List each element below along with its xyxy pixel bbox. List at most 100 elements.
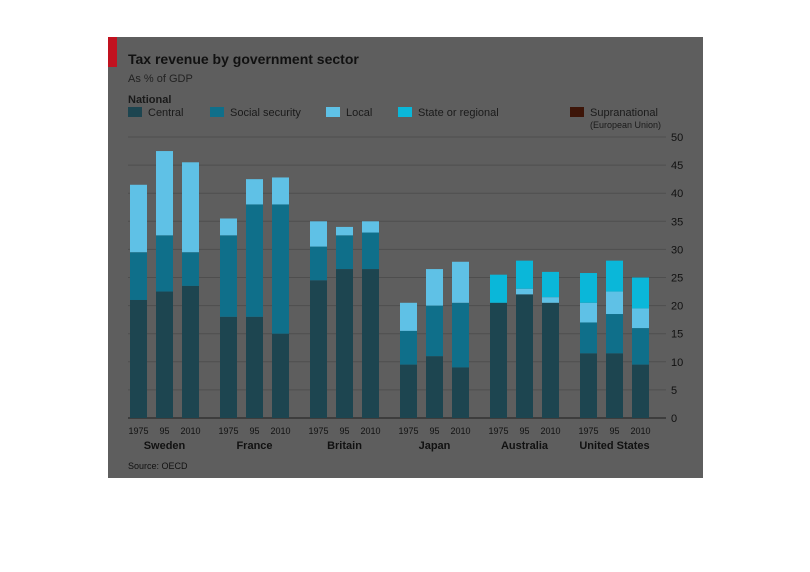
brand-accent-bar bbox=[108, 37, 117, 67]
bar-segment-social bbox=[362, 232, 379, 270]
y-tick-label: 0 bbox=[671, 413, 677, 425]
bar-segment-central bbox=[580, 353, 597, 418]
x-tick-label: 95 bbox=[249, 426, 259, 436]
x-tick-label: 2010 bbox=[540, 426, 560, 436]
bar-segment-central bbox=[400, 364, 417, 418]
y-tick-label: 45 bbox=[671, 160, 683, 172]
bar-segment-local bbox=[362, 221, 379, 233]
x-tick-label: 1975 bbox=[398, 426, 418, 436]
bars bbox=[130, 151, 649, 418]
bar-segment-central bbox=[362, 269, 379, 418]
bar-segment-social bbox=[130, 252, 147, 300]
country-label: Sweden bbox=[144, 440, 186, 452]
chart-subtitle: As % of GDP bbox=[128, 73, 193, 85]
legend-label-state: State or regional bbox=[418, 107, 499, 119]
x-tick-label: 95 bbox=[519, 426, 529, 436]
bar-segment-central bbox=[490, 302, 507, 418]
bar-segment-local bbox=[542, 297, 559, 303]
y-tick-label: 20 bbox=[671, 301, 683, 313]
bar-segment-social bbox=[220, 235, 237, 317]
bar-segment-social bbox=[632, 328, 649, 365]
bar-segment-local bbox=[156, 151, 173, 236]
gridlines bbox=[128, 136, 666, 419]
bar-segment-local bbox=[606, 291, 623, 315]
y-tick-label: 10 bbox=[671, 357, 683, 369]
bar-segment-local bbox=[272, 177, 289, 205]
legend-group-label: National bbox=[128, 94, 171, 106]
bar-segment-central bbox=[182, 285, 199, 418]
legend-note-supra: (European Union) bbox=[590, 120, 661, 130]
country-label: Japan bbox=[419, 440, 451, 452]
bar-segment-local bbox=[426, 269, 443, 306]
bar-segment-central bbox=[426, 356, 443, 418]
bar-segment-state bbox=[632, 277, 649, 309]
bar-segment-social bbox=[336, 235, 353, 270]
x-tick-label: 2010 bbox=[180, 426, 200, 436]
bar-segment-central bbox=[272, 333, 289, 418]
bar-segment-local bbox=[246, 179, 263, 205]
bar-segment-social bbox=[246, 204, 263, 317]
bar-segment-central bbox=[220, 316, 237, 418]
x-tick-label: 1975 bbox=[488, 426, 508, 436]
bar-segment-central bbox=[246, 316, 263, 418]
bar-segment-social bbox=[310, 246, 327, 281]
bar-segment-social bbox=[426, 305, 443, 357]
source-note: Source: OECD bbox=[128, 461, 188, 471]
x-tick-label: 1975 bbox=[128, 426, 148, 436]
country-label: France bbox=[236, 440, 272, 452]
x-axis: 1975 95 2010 Sweden 1975 95 2010 France 1975 95 20… bbox=[128, 426, 650, 452]
legend-swatch-central bbox=[128, 107, 142, 117]
bar-segment-local bbox=[130, 184, 147, 253]
legend: Central Social security Local State or regi… bbox=[128, 107, 661, 130]
x-tick-label: 1975 bbox=[308, 426, 328, 436]
y-tick-label: 25 bbox=[671, 273, 683, 285]
bar-segment-central bbox=[156, 291, 173, 418]
bar-segment-social bbox=[580, 322, 597, 354]
y-tick-label: 50 bbox=[671, 132, 683, 144]
legend-label-local: Local bbox=[346, 107, 372, 119]
bar-segment-local bbox=[182, 162, 199, 253]
legend-label-supra: Supranational bbox=[590, 107, 658, 119]
x-tick-label: 2010 bbox=[630, 426, 650, 436]
legend-swatch-social bbox=[210, 107, 224, 117]
bar-segment-central bbox=[130, 299, 147, 418]
bar-segment-social bbox=[400, 330, 417, 365]
bar-segment-social bbox=[182, 252, 199, 286]
y-axis: 0 5 10 15 20 25 30 35 40 45 50 bbox=[671, 132, 683, 425]
country-label: Britain bbox=[327, 440, 362, 452]
bar-segment-central bbox=[632, 364, 649, 418]
bar-segment-social bbox=[272, 204, 289, 334]
x-tick-label: 95 bbox=[159, 426, 169, 436]
x-tick-label: 2010 bbox=[450, 426, 470, 436]
bar-segment-local bbox=[336, 226, 353, 236]
x-tick-label: 1975 bbox=[218, 426, 238, 436]
y-tick-label: 15 bbox=[671, 329, 683, 341]
bar-segment-local bbox=[516, 288, 533, 295]
y-tick-label: 40 bbox=[671, 188, 683, 200]
bar-segment-local bbox=[220, 218, 237, 236]
bar-segment-social bbox=[606, 314, 623, 354]
x-tick-label: 2010 bbox=[360, 426, 380, 436]
bar-segment-state bbox=[490, 274, 507, 303]
country-label: Australia bbox=[501, 440, 549, 452]
bar-segment-central bbox=[452, 367, 469, 418]
x-tick-label: 1975 bbox=[578, 426, 598, 436]
bar-segment-local bbox=[310, 221, 327, 247]
x-tick-label: 95 bbox=[429, 426, 439, 436]
legend-label-central: Central bbox=[148, 107, 183, 119]
y-tick-label: 30 bbox=[671, 244, 683, 256]
bar-segment-central bbox=[516, 294, 533, 418]
legend-label-social: Social security bbox=[230, 107, 301, 119]
x-tick-label: 95 bbox=[609, 426, 619, 436]
bar-segment-local bbox=[452, 261, 469, 303]
bar-segment-state bbox=[516, 260, 533, 289]
chart-title: Tax revenue by government sector bbox=[128, 51, 359, 67]
legend-swatch-local bbox=[326, 107, 340, 117]
country-label: United States bbox=[579, 440, 649, 452]
bar-segment-state bbox=[606, 260, 623, 292]
bar-segment-state bbox=[580, 273, 597, 303]
legend-swatch-state bbox=[398, 107, 412, 117]
legend-swatch-supra bbox=[570, 107, 584, 117]
bar-segment-social bbox=[452, 302, 469, 368]
chart: Tax revenue by government sector As % of… bbox=[108, 37, 683, 471]
